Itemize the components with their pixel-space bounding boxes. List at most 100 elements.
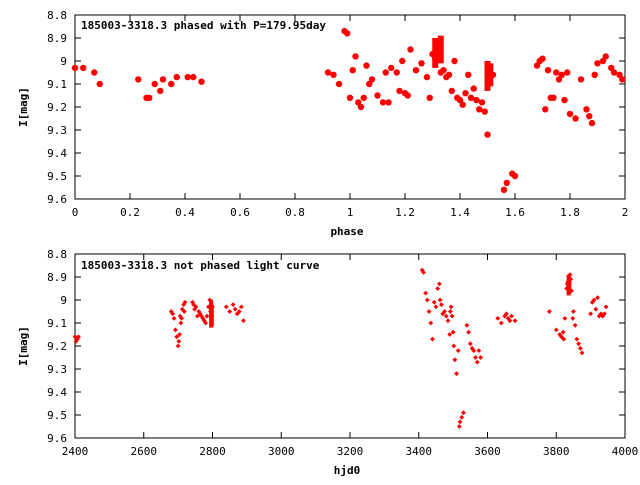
- data-point: [591, 71, 598, 79]
- data-point: [457, 419, 463, 425]
- y-tick-label: 9.5: [47, 170, 67, 183]
- data-point: [570, 316, 576, 321]
- data-point: [558, 71, 565, 79]
- data-point: [436, 281, 442, 287]
- x-tick-label: 1.2: [395, 206, 415, 219]
- data-point: [433, 304, 439, 310]
- data-point: [603, 304, 609, 310]
- y-tick-label: 8.8: [47, 248, 67, 261]
- data-point: [399, 57, 406, 65]
- data-point: [566, 283, 572, 289]
- data-point: [173, 73, 180, 81]
- data-point: [363, 62, 370, 69]
- data-point: [451, 343, 457, 349]
- data-point: [182, 299, 188, 305]
- data-point: [208, 316, 214, 321]
- data-point: [96, 80, 103, 88]
- data-point: [151, 80, 158, 88]
- data-point: [445, 318, 451, 324]
- y-tick-label: 9.1: [47, 317, 67, 330]
- x-tick-label: 2400: [62, 445, 89, 458]
- data-point: [423, 290, 429, 296]
- data-point: [448, 87, 455, 95]
- data-point: [511, 172, 519, 180]
- data-point: [428, 320, 434, 326]
- data-point: [430, 336, 435, 342]
- data-point: [583, 106, 590, 113]
- data-point: [209, 322, 215, 328]
- data-point: [568, 288, 574, 294]
- x-tick-label: 3800: [543, 445, 570, 458]
- data-point: [564, 69, 571, 76]
- plot-frame: [74, 253, 626, 439]
- data-point: [470, 85, 477, 92]
- x-tick-label: 1.4: [450, 206, 470, 219]
- data-point: [571, 309, 576, 314]
- data-point: [572, 322, 578, 328]
- data-point: [459, 414, 465, 420]
- data-point: [610, 69, 618, 76]
- data-point: [91, 69, 98, 76]
- data-point: [204, 313, 210, 319]
- data-point: [443, 313, 449, 319]
- data-point: [550, 94, 557, 102]
- y-tick-label: 9.4: [47, 386, 67, 399]
- x-tick-label: 3200: [337, 445, 364, 458]
- data-point: [471, 348, 477, 353]
- data-point: [388, 64, 395, 72]
- data-point: [236, 309, 242, 314]
- data-point: [210, 304, 215, 310]
- data-point: [335, 80, 343, 88]
- y-tick-label: 9.6: [47, 193, 67, 206]
- data-point: [418, 60, 425, 67]
- data-point: [546, 309, 552, 314]
- data-point: [602, 53, 609, 60]
- data-point: [241, 318, 246, 324]
- axis-ticks: 0 0.2 0.4 0.6 0.8 1 1.2 1.4 1.6 1.8 2 8.8 8.9 9 9.1 9.2…: [47, 9, 628, 219]
- x-tick-label: 1.6: [505, 206, 525, 219]
- data-point: [203, 320, 209, 326]
- data-point: [464, 322, 470, 328]
- data-point: [577, 76, 585, 83]
- data-point: [426, 94, 433, 102]
- data-point: [360, 94, 367, 102]
- data-point: [557, 332, 563, 337]
- data-point: [449, 313, 455, 319]
- chart-title: 185003-3318.3 phased with P=179.95day: [81, 19, 326, 32]
- data-point: [459, 101, 466, 108]
- data-point: [190, 73, 197, 81]
- data-point: [577, 345, 583, 351]
- data-point: [157, 87, 164, 95]
- data-point: [184, 73, 191, 81]
- data-point: [561, 336, 567, 342]
- data-point: [452, 357, 458, 363]
- data-point: [461, 410, 466, 416]
- data-point: [567, 272, 573, 278]
- data-point: [368, 76, 376, 83]
- data-point: [437, 297, 443, 303]
- data-point: [503, 179, 510, 187]
- data-point: [429, 50, 436, 58]
- data-point: [560, 329, 566, 335]
- data-point: [455, 348, 461, 353]
- data-point: [568, 276, 574, 282]
- x-tick-label: 4000: [612, 445, 639, 458]
- data-point: [456, 96, 464, 104]
- data-point: [588, 311, 594, 317]
- y-tick-label: 9.2: [47, 340, 67, 353]
- data-point: [412, 67, 420, 74]
- data-point: [456, 424, 462, 429]
- data-point: [208, 309, 213, 314]
- data-point: [168, 309, 174, 314]
- data-point: [168, 80, 175, 88]
- data-point: [76, 334, 81, 340]
- data-point: [426, 309, 432, 314]
- data-point: [588, 119, 596, 127]
- x-tick-label: 1.8: [560, 206, 580, 219]
- data-point: [196, 309, 202, 314]
- y-tick-label: 9: [60, 55, 67, 68]
- data-point: [176, 339, 182, 344]
- data-point: [447, 332, 453, 337]
- data-point: [608, 64, 615, 72]
